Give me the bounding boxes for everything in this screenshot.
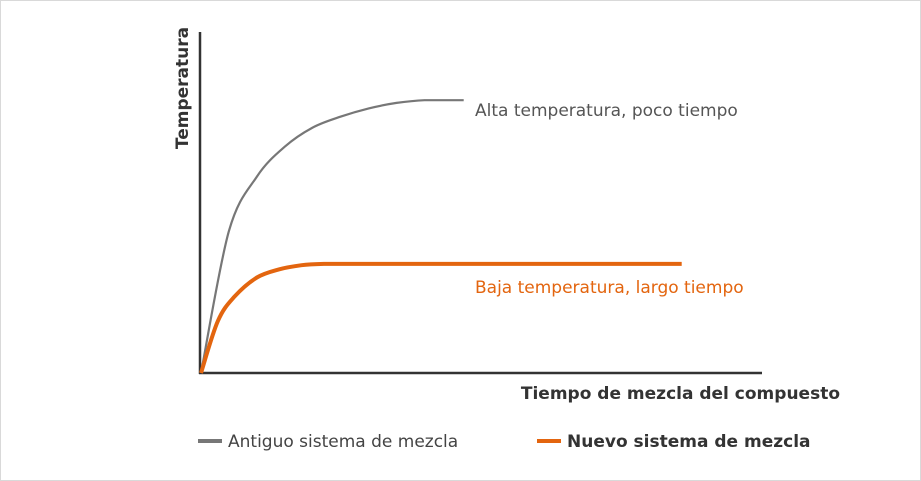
annotation-baja-temperatura: Baja temperatura, largo tiempo: [475, 278, 744, 298]
series-line-nuevo: [199, 261, 682, 374]
y-axis-label: Temperatura: [173, 27, 193, 149]
x-axis-label: Tiempo de mezcla del compuesto: [521, 384, 840, 404]
legend-label-antiguo: Antiguo sistema de mezcla: [228, 432, 458, 452]
legend-label-nuevo: Nuevo sistema de mezcla: [567, 432, 811, 452]
series-line-antiguo: [199, 99, 464, 374]
annotation-alta-temperatura: Alta temperatura, poco tiempo: [475, 101, 738, 121]
legend: Antiguo sistema de mezcla Nuevo sistema …: [198, 432, 811, 452]
